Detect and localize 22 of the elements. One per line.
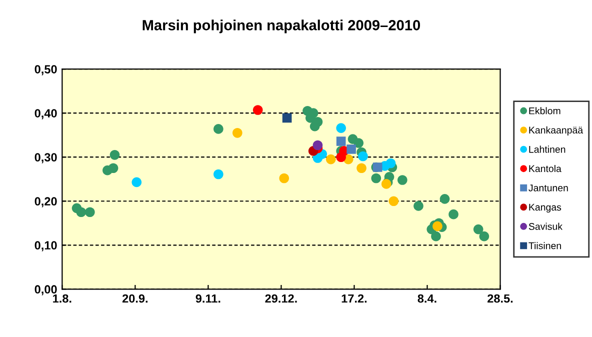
legend-label: Kankaanpää (529, 126, 584, 136)
chart-title: Marsin pohjoinen napakalotti 2009–2010 (142, 20, 420, 34)
y-tick-label: 0,00 (34, 285, 57, 296)
legend-label: Savisuk (528, 222, 562, 230)
y-tick-label: 0,50 (34, 65, 57, 76)
legend-label: Ekblom (529, 107, 560, 114)
x-tick-label: 8.4. (418, 294, 436, 303)
y-tick-label: 0,40 (34, 109, 57, 120)
x-tick-label: 28.5. (488, 294, 513, 303)
x-tick-label: 20.9. (122, 294, 148, 303)
x-tick-label: 29.12. (265, 294, 297, 303)
legend-label: Kantola (529, 164, 562, 172)
legend-label: Jantunen (528, 184, 568, 192)
y-tick-label: 0,20 (34, 197, 57, 208)
x-tick-label: 9.11. (196, 294, 220, 303)
legend-label: Tiisinen (528, 242, 561, 250)
y-tick-label: 0,30 (34, 153, 57, 164)
x-tick-label: 17.2. (342, 294, 367, 303)
legend-label: Kangas (529, 204, 562, 213)
legend-label: Lahtinen (529, 146, 566, 153)
x-tick-label: 1.8. (53, 294, 72, 303)
y-tick-label: 0,10 (34, 241, 57, 252)
